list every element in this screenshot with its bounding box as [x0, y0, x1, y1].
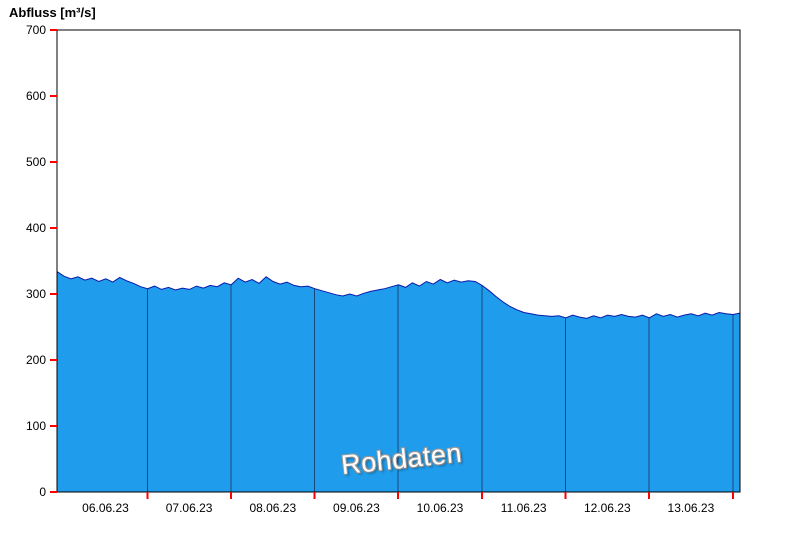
y-tick-label: 500 [26, 155, 46, 169]
x-tick-label: 13.06.23 [668, 501, 715, 515]
x-tick-label: 09.06.23 [333, 501, 380, 515]
x-tick-label: 10.06.23 [417, 501, 464, 515]
y-tick-label: 400 [26, 221, 46, 235]
y-tick-label: 100 [26, 419, 46, 433]
y-tick-label: 600 [26, 89, 46, 103]
y-tick-label: 200 [26, 353, 46, 367]
x-tick-label: 11.06.23 [501, 501, 547, 515]
x-tick-label: 07.06.23 [166, 501, 213, 515]
y-tick-label: 700 [26, 23, 46, 37]
discharge-line [56, 271, 741, 319]
x-tick-label: 12.06.23 [584, 501, 631, 515]
y-tick-label: 300 [26, 287, 46, 301]
y-axis-title: Abfluss [m³/s] [9, 5, 96, 20]
y-tick-label: 0 [39, 485, 46, 499]
x-tick-label: 06.06.23 [82, 501, 129, 515]
x-tick-label: 08.06.23 [249, 501, 296, 515]
